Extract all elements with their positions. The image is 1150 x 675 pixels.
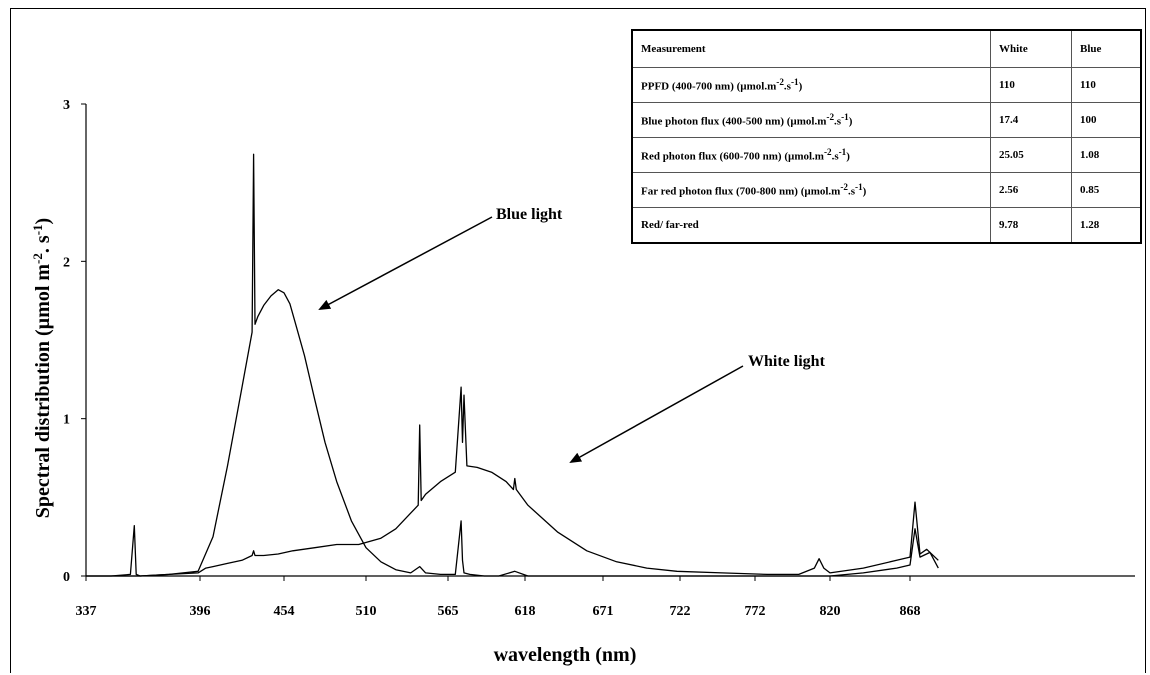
table-row: Blue photon flux (400-500 nm) (µmol.m-2.… bbox=[631, 102, 1142, 138]
annotation-blue-light: Blue light bbox=[496, 206, 563, 223]
table-cell-blue: 0.85 bbox=[1071, 172, 1142, 208]
table-header-blue: Blue bbox=[1071, 29, 1142, 68]
y-ticks: 0 1 2 3 bbox=[63, 98, 86, 585]
series-line-blue-light bbox=[86, 153, 939, 577]
table-row: PPFD (400-700 nm) (µmol.m-2.s-1) 110 110 bbox=[631, 67, 1142, 103]
x-tick-label: 820 bbox=[820, 604, 841, 619]
y-tick-label: 1 bbox=[63, 413, 70, 428]
x-tick-label: 396 bbox=[190, 604, 211, 619]
annotations: Blue light White light bbox=[318, 206, 826, 463]
table-header-white: White bbox=[990, 29, 1072, 68]
chart-frame bbox=[10, 8, 1146, 673]
x-tick-label: 510 bbox=[356, 604, 377, 619]
arrow-blue-light bbox=[318, 216, 493, 310]
x-tick-label: 671 bbox=[593, 604, 614, 619]
table-row: Red photon flux (600-700 nm) (µmol.m-2.s… bbox=[631, 137, 1142, 173]
measurement-table: Measurement White Blue PPFD (400-700 nm)… bbox=[631, 29, 1142, 244]
x-tick-label: 722 bbox=[670, 604, 691, 619]
x-axis-title: wavelength (nm) bbox=[494, 644, 637, 666]
table-header-row: Measurement White Blue bbox=[631, 29, 1142, 68]
table-cell-white: 25.05 bbox=[990, 137, 1072, 173]
table-header-measurement: Measurement bbox=[631, 29, 991, 68]
table-cell-white: 110 bbox=[990, 67, 1072, 103]
table-cell-measurement: Red photon flux (600-700 nm) (µmol.m-2.s… bbox=[631, 137, 991, 173]
series-line-white-light bbox=[86, 386, 939, 577]
y-tick-label: 3 bbox=[63, 98, 70, 113]
table-row: Red/ far-red 9.78 1.28 bbox=[631, 207, 1142, 244]
table-cell-blue: 100 bbox=[1071, 102, 1142, 138]
arrow-white-light bbox=[569, 365, 744, 463]
table-cell-measurement: Blue photon flux (400-500 nm) (µmol.m-2.… bbox=[631, 102, 991, 138]
table-cell-white: 9.78 bbox=[990, 207, 1072, 244]
table-cell-white: 2.56 bbox=[990, 172, 1072, 208]
y-tick-label: 0 bbox=[63, 570, 70, 585]
x-tick-label: 868 bbox=[900, 604, 921, 619]
annotation-white-light: White light bbox=[748, 353, 826, 370]
table-cell-blue: 110 bbox=[1071, 67, 1142, 103]
table-cell-blue: 1.28 bbox=[1071, 207, 1142, 244]
series-layer bbox=[86, 153, 939, 577]
x-tick-label: 772 bbox=[745, 604, 766, 619]
table-cell-measurement: Far red photon flux (700-800 nm) (µmol.m… bbox=[631, 172, 991, 208]
x-tick-label: 337 bbox=[76, 604, 97, 619]
table-cell-measurement: Red/ far-red bbox=[631, 207, 991, 244]
x-tick-label: 454 bbox=[274, 604, 295, 619]
table-cell-blue: 1.08 bbox=[1071, 137, 1142, 173]
y-tick-label: 2 bbox=[63, 255, 70, 270]
table-cell-measurement: PPFD (400-700 nm) (µmol.m-2.s-1) bbox=[631, 67, 991, 103]
table-row: Far red photon flux (700-800 nm) (µmol.m… bbox=[631, 172, 1142, 208]
x-ticks: 337 396 454 510 565 618 671 722 772 820 868 bbox=[76, 576, 921, 619]
x-tick-label: 618 bbox=[515, 604, 536, 619]
x-tick-label: 565 bbox=[438, 604, 459, 619]
table-cell-white: 17.4 bbox=[990, 102, 1072, 138]
y-axis-title: Spectral distribution (µmol m-2. s-1) bbox=[30, 218, 55, 518]
